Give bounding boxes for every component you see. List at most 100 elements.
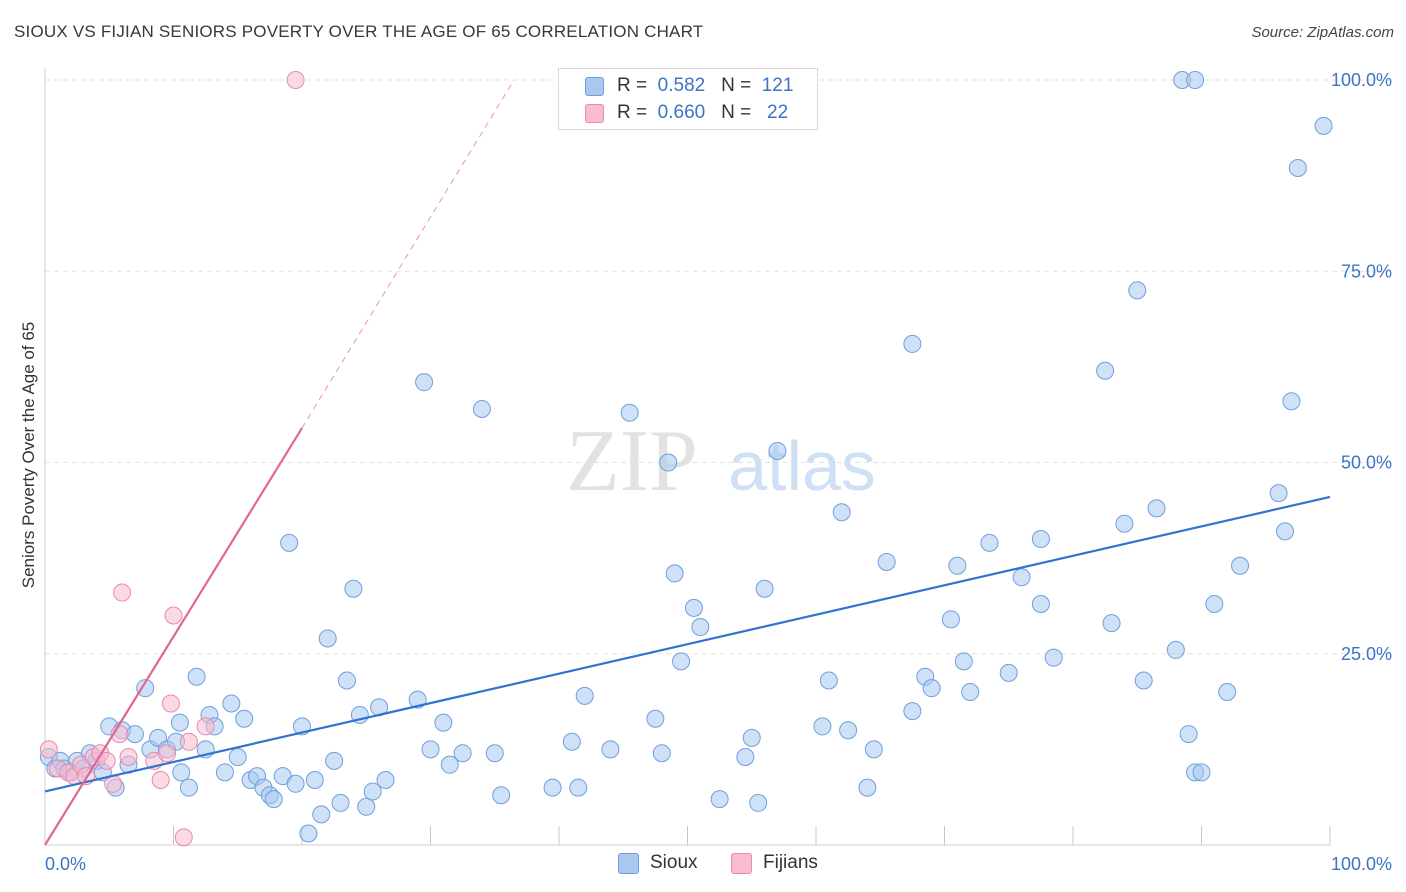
point-sioux-93: [948, 556, 967, 575]
bottom-legend-swatch-fijians: [731, 853, 752, 874]
point-sioux-88: [903, 702, 922, 721]
point-sioux-21: [172, 763, 191, 782]
point-sioux-113: [1192, 763, 1211, 782]
point-sioux-111: [1179, 725, 1198, 744]
point-sioux-30: [235, 709, 254, 728]
point-sioux-15: [136, 679, 155, 698]
point-sioux-63: [562, 732, 581, 751]
chart-title: SIOUX VS FIJIAN SENIORS POVERTY OVER THE…: [14, 22, 704, 41]
point-sioux-73: [684, 598, 703, 617]
y-tick-label-2: 75.0%: [1341, 261, 1392, 281]
legend-n-label-sioux: N =: [721, 75, 752, 96]
point-sioux-120: [1288, 158, 1307, 177]
point-sioux-84: [839, 721, 858, 740]
point-sioux-77: [742, 728, 761, 747]
point-fijians-12: [119, 748, 138, 767]
legend-r-value-sioux: 0.582: [657, 75, 706, 96]
point-sioux-50: [363, 782, 382, 801]
y-tick-label-3: 100.0%: [1331, 70, 1392, 90]
x-tick-label-1: 100.0%: [1331, 854, 1392, 874]
point-sioux-60: [485, 744, 504, 763]
legend-swatch-sioux: [585, 77, 604, 96]
point-sioux-121: [1314, 116, 1333, 135]
point-sioux-14: [125, 725, 144, 744]
point-sioux-115: [1218, 683, 1237, 701]
point-fijians-19: [179, 732, 198, 751]
legend-r-value-fijians: 0.660: [657, 102, 706, 123]
trend-line-fijians: [44, 427, 303, 846]
point-sioux-118: [1276, 522, 1295, 541]
point-sioux-91: [922, 679, 941, 698]
point-fijians-20: [196, 717, 215, 736]
point-sioux-75: [710, 790, 729, 809]
point-sioux-96: [980, 533, 999, 552]
point-sioux-95: [961, 683, 980, 701]
point-sioux-76: [736, 748, 755, 767]
point-sioux-29: [228, 748, 247, 767]
point-sioux-58: [453, 744, 472, 763]
bottom-legend-label-fijians: Fijians: [763, 852, 818, 873]
bottom-legend-label-sioux: Sioux: [650, 852, 698, 873]
point-sioux-53: [408, 690, 427, 709]
point-sioux-106: [1134, 671, 1153, 690]
point-fijians-17: [164, 606, 183, 625]
point-sioux-83: [832, 503, 851, 522]
point-fijians-11: [113, 583, 132, 602]
legend-swatch-fijians: [585, 104, 604, 123]
point-sioux-87: [877, 552, 896, 571]
point-fijians-16: [161, 694, 180, 713]
point-sioux-65: [575, 686, 594, 705]
point-sioux-27: [215, 763, 234, 782]
axes: [44, 68, 1331, 846]
point-sioux-100: [1031, 595, 1050, 614]
y-axis-label: Seniors Poverty Over the Age of 65: [19, 322, 38, 588]
point-sioux-61: [492, 786, 511, 805]
legend-r-label-fijians: R =: [617, 102, 648, 123]
point-sioux-49: [357, 797, 376, 816]
point-sioux-23: [187, 667, 206, 686]
chart-source: Source: ZipAtlas.com: [1251, 24, 1394, 41]
point-sioux-92: [941, 610, 960, 629]
point-sioux-80: [768, 442, 787, 461]
point-sioux-74: [691, 617, 710, 636]
legend-n-value-fijians: 22: [767, 102, 789, 123]
point-fijians-14: [151, 770, 170, 789]
x-tick-label-0: 0.0%: [45, 854, 86, 874]
point-sioux-70: [659, 453, 678, 472]
point-sioux-69: [652, 744, 671, 763]
point-sioux-35: [264, 790, 283, 809]
point-sioux-72: [672, 652, 691, 671]
point-sioux-110: [1186, 71, 1205, 89]
point-sioux-71: [665, 564, 684, 583]
y-tick-label-0: 25.0%: [1341, 644, 1392, 664]
point-sioux-20: [170, 713, 189, 732]
point-sioux-43: [318, 629, 337, 648]
point-sioux-86: [864, 740, 883, 759]
point-sioux-37: [280, 533, 299, 552]
tick-labels: 25.0% 50.0% 75.0% 100.0% 0.0% 100.0%: [45, 70, 1392, 874]
point-sioux-81: [813, 717, 832, 736]
watermark-zip: ZIP: [566, 413, 698, 510]
watermark-atlas: atlas: [728, 427, 876, 505]
point-sioux-94: [954, 652, 973, 671]
point-sioux-40: [299, 824, 318, 843]
point-sioux-114: [1205, 595, 1224, 614]
point-sioux-107: [1147, 499, 1166, 518]
point-fijians-18: [174, 828, 193, 847]
point-sioux-119: [1282, 392, 1301, 411]
point-fijians-0: [39, 740, 58, 759]
point-sioux-52: [376, 770, 395, 789]
point-sioux-28: [222, 694, 241, 713]
point-sioux-116: [1231, 556, 1250, 575]
point-sioux-64: [569, 778, 588, 797]
stats-legend: R = 0.582 N = 121 R = 0.660 N = 22: [558, 68, 818, 130]
legend-r-label-sioux: R =: [617, 75, 648, 96]
point-sioux-108: [1166, 640, 1185, 659]
bottom-legend-swatch-sioux: [618, 853, 639, 874]
point-sioux-78: [749, 793, 768, 812]
point-sioux-57: [440, 755, 459, 774]
point-fijians-8: [97, 751, 116, 770]
point-sioux-98: [1012, 568, 1031, 587]
point-sioux-46: [337, 671, 356, 690]
point-sioux-97: [999, 663, 1018, 682]
